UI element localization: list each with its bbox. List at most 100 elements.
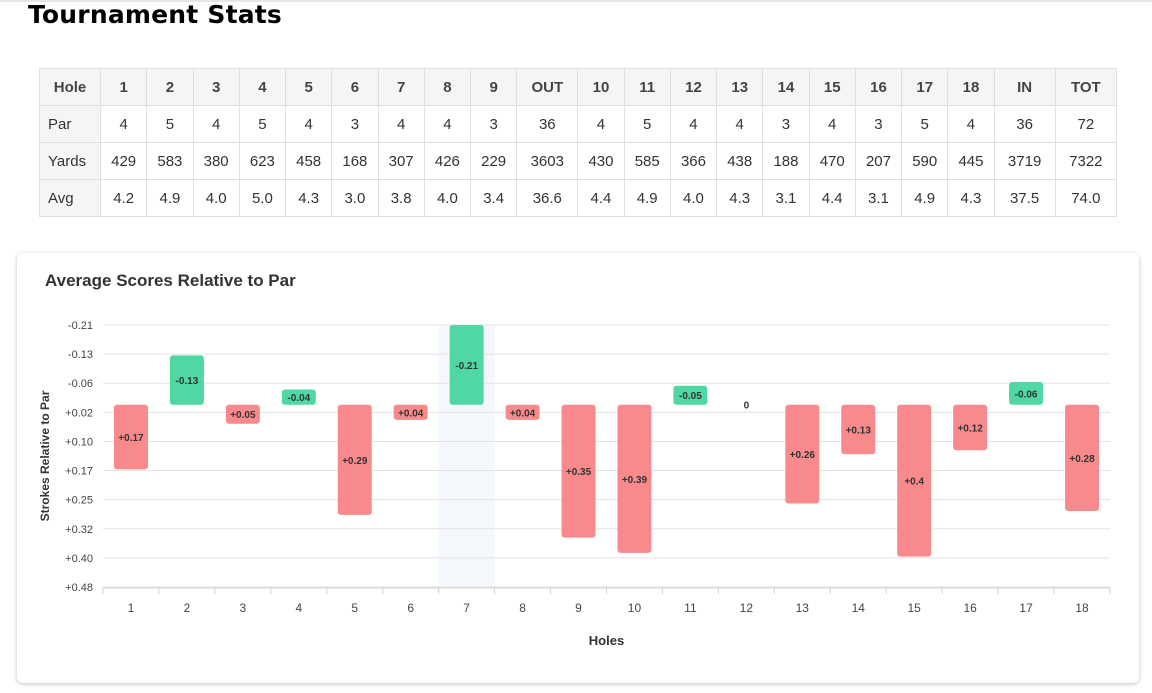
table-cell: 7322 [1054,142,1118,180]
table-cell: 4.4 [808,179,856,217]
table-row: Par 4 5 4 5 4 3 4 4 3 36 4 5 4 4 3 4 3 5 4 36 72 [39,105,1118,143]
table-cell: 3.4 [469,179,518,217]
data-label: +0.04 [398,408,424,419]
table-header-row: Hole 1 2 3 4 5 6 7 8 9 OUT 10 11 12 13 14 15 16 17 18 IN TOT [39,68,1118,106]
bar-chart: -0.21 -0.13 -0.06 +0.02 +0.10 +0.17 +0.25 +0.32… [38,320,1111,648]
table-cell: 5 [901,105,949,143]
table-cell: 4.9 [901,179,949,217]
table-corner-header: Hole [39,68,101,106]
column-header: 14 [762,68,810,106]
table-cell: 590 [901,142,949,180]
data-label: +0.13 [846,425,872,436]
table-cell: 623 [238,142,287,180]
page-title: Tournament Stats [28,0,283,29]
bar-hole-6 [393,404,428,420]
column-header: 18 [947,68,995,106]
table-cell: 3 [762,105,810,143]
table-cell: 3603 [516,142,579,180]
table-cell: 37.5 [993,179,1056,217]
table-row: Avg 4.2 4.9 4.0 5.0 4.3 3.0 3.8 4.0 3.4 36.6 4.4 4.9… [39,179,1118,217]
table-cell: 4.3 [716,179,764,217]
bar-hole-11 [673,385,708,405]
table-cell: 5 [146,105,194,143]
column-header: 7 [377,68,425,106]
x-tick-label: 15 [908,601,922,615]
table-cell: 3.1 [854,179,903,217]
table-cell: 430 [577,142,625,180]
table-cell: 4 [284,105,333,143]
table-cell: 74.0 [1054,179,1118,217]
table-cell: 5 [623,105,671,143]
table-cell: 4.2 [99,179,148,217]
table-cell: 3.1 [762,179,810,217]
table-cell: 168 [331,142,379,180]
data-label: +0.35 [566,467,592,478]
bar-hole-1 [113,404,148,470]
table-cell: 4 [99,105,148,143]
table-cell: 4.0 [423,179,472,217]
table-cell: 72 [1054,105,1118,143]
y-tick-label: +0.32 [65,524,93,536]
table-cell: 4 [947,105,995,143]
table-cell: 4 [669,105,718,143]
data-label: +0.17 [118,433,144,444]
column-header: TOT [1054,68,1118,106]
column-header: 8 [423,68,472,106]
x-tick-label: 10 [628,601,642,615]
column-header: 11 [623,68,671,106]
table-cell: 3719 [993,142,1056,180]
bar-hole-13 [785,404,820,504]
data-label: +0.29 [342,456,368,467]
table-cell: 36 [993,105,1056,143]
data-label: +0.04 [510,408,536,419]
data-label: -0.06 [1015,389,1038,400]
bar-hole-5 [337,404,372,515]
data-label: +0.12 [957,424,983,435]
table-row: Yards 429 583 380 623 458 168 307 426 229 3603 430 5… [39,142,1118,180]
table-cell: 470 [808,142,856,180]
x-tick-label: 18 [1075,601,1089,615]
table-cell: 3.0 [331,179,379,217]
x-tick-label: 5 [351,601,358,615]
row-header: Avg [39,179,101,217]
row-header: Par [39,105,101,143]
data-label: -0.04 [287,393,310,404]
bar-hole-16 [953,404,988,451]
table-cell: 429 [99,142,148,180]
table-cell: 36.6 [516,179,579,217]
x-tick-label: 4 [295,601,302,615]
table-cell: 4.3 [947,179,995,217]
y-tick-label: -0.06 [68,378,93,390]
table-cell: 4.0 [192,179,240,217]
bar-hole-17 [1009,381,1044,405]
table-cell: 4.4 [577,179,625,217]
data-label: +0.05 [230,410,256,421]
y-tick-label: +0.25 [65,495,93,507]
chart-title: Average Scores Relative to Par [45,271,296,290]
table-cell: 585 [623,142,671,180]
column-header: 4 [238,68,287,106]
data-label: -0.05 [679,391,702,402]
table-cell: 3.8 [377,179,425,217]
data-label: -0.21 [455,361,478,372]
column-header: 3 [192,68,240,106]
x-tick-label: 9 [575,601,582,615]
table-cell: 4 [192,105,240,143]
table-cell: 4.9 [146,179,194,217]
column-header: 12 [669,68,718,106]
data-label: +0.26 [790,450,816,461]
x-tick-label: 6 [407,601,414,615]
table-cell: 5 [238,105,287,143]
table-cell: 3 [469,105,518,143]
bar-hole-14 [841,404,876,455]
column-header: 2 [146,68,194,106]
x-tick-label: 8 [519,601,526,615]
chart-card: Average Scores Relative to Par -0.21 -0.1… [17,253,1139,683]
bar-hole-18 [1065,404,1100,512]
table-cell: 438 [716,142,764,180]
table-cell: 3 [854,105,903,143]
bar-hole-10 [617,404,652,553]
table-cell: 583 [146,142,194,180]
y-tick-label: +0.48 [65,582,93,594]
table-cell: 4.3 [284,179,333,217]
